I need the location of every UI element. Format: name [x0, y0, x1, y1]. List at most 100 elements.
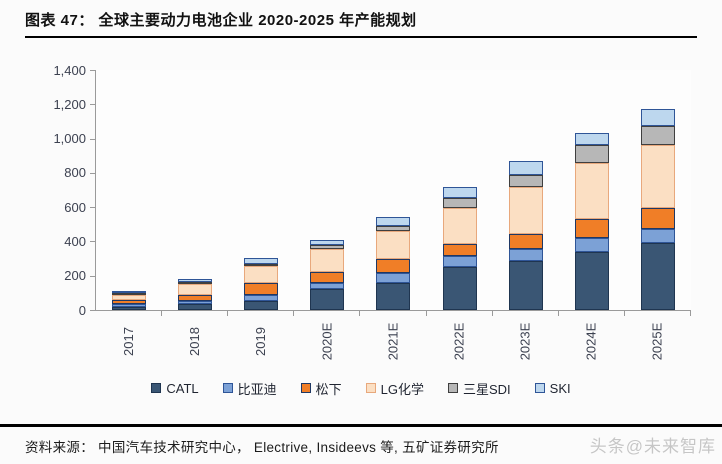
y-tick-label: 0: [78, 302, 86, 318]
bar-segment-CATL: [640, 243, 675, 310]
bar-segment-CATL: [442, 267, 477, 310]
y-tick-label: 1,200: [53, 96, 86, 112]
bar-segment-SKI: [442, 186, 477, 198]
bar-segment-比亚迪: [442, 256, 477, 268]
bar-segment-LG化学: [178, 284, 213, 295]
x-label-cell: 2018: [161, 314, 227, 370]
y-tick-mark: [90, 138, 95, 140]
category-cell-2017: [96, 70, 162, 310]
y-tick-label: 600: [64, 199, 86, 215]
bar-segment-LG化学: [640, 145, 675, 209]
legend-item-CATL: CATL: [151, 381, 199, 396]
legend-label: LG化学: [380, 381, 424, 397]
bar-segment-CATL: [178, 304, 213, 310]
x-tick-label: 2018: [186, 327, 202, 356]
chart-legend: CATL 比亚迪 松下 LG化学 三星SDI SKI: [0, 377, 722, 399]
bar-segment-LG化学: [244, 266, 279, 283]
y-tick-mark: [90, 207, 95, 209]
bar-segment-三星SDI: [244, 263, 279, 267]
bar-segment-LG化学: [508, 187, 543, 234]
bar-segment-比亚迪: [574, 238, 609, 252]
x-tick-mark: [161, 311, 163, 316]
bar-2025E: [640, 108, 675, 310]
legend-label: SKI: [549, 380, 571, 396]
category-cell-2023E: [493, 70, 559, 310]
watermark: 头条@未来智库: [589, 437, 716, 456]
bar-segment-LG化学: [376, 231, 411, 260]
x-tick-label: 2022E: [451, 322, 467, 361]
bar-segment-CATL: [508, 261, 543, 310]
x-tick-mark: [293, 311, 295, 316]
x-label-cell: 2021E: [359, 314, 425, 370]
legend-swatch: [151, 383, 162, 393]
bar-segment-松下: [640, 208, 675, 229]
bar-segment-松下: [376, 259, 411, 274]
y-tick-label: 800: [64, 165, 86, 181]
bar-segment-松下: [574, 219, 609, 239]
x-tick-label: 2024E: [583, 322, 599, 361]
bar-2017: [112, 291, 147, 310]
bar-segment-SKI: [508, 160, 543, 176]
y-tick-label: 1,400: [53, 62, 86, 78]
bar-2019: [244, 257, 279, 310]
bar-2024E: [574, 132, 609, 310]
bar-segment-CATL: [112, 306, 147, 310]
bar-segment-三星SDI: [178, 281, 213, 285]
category-cell-2020E: [294, 70, 360, 310]
bar-segment-比亚迪: [376, 273, 411, 283]
bar-segment-比亚迪: [310, 282, 345, 290]
legend-item-三星SDI: 三星SDI: [448, 379, 511, 398]
bar-segment-SKI: [310, 239, 345, 245]
legend-item-松下: 松下: [300, 379, 342, 398]
x-tick-mark: [227, 311, 229, 316]
category-cell-2024E: [559, 70, 625, 310]
bar-segment-松下: [442, 244, 477, 257]
category-cell-2025E: [625, 70, 691, 310]
bar-segment-比亚迪: [640, 228, 675, 244]
legend-label: 松下: [315, 381, 342, 397]
legend-swatch: [534, 383, 545, 393]
bar-segment-SKI: [178, 279, 213, 282]
x-label-cell: 2024E: [558, 314, 624, 370]
bar-2018: [178, 279, 213, 310]
x-tick-label: 2025E: [649, 322, 665, 361]
bar-segment-三星SDI: [112, 293, 147, 296]
y-tick-mark: [90, 104, 95, 106]
category-cell-2022E: [427, 70, 493, 310]
x-tick-label: 2017: [120, 327, 136, 356]
x-label-cell: 2023E: [492, 314, 558, 370]
bars-container: [96, 70, 691, 310]
x-tick-label: 2023E: [517, 322, 533, 361]
bar-2021E: [376, 216, 411, 310]
bar-segment-CATL: [244, 300, 279, 310]
x-tick-label: 2020E: [318, 322, 334, 361]
y-tick-label: 400: [64, 233, 86, 249]
bar-segment-SKI: [376, 216, 411, 227]
x-tick-mark: [425, 311, 427, 316]
bar-segment-SKI: [640, 108, 675, 126]
bar-segment-三星SDI: [640, 125, 675, 146]
bar-segment-比亚迪: [178, 301, 213, 304]
x-tick-mark: [359, 311, 361, 316]
category-cell-2018: [162, 70, 228, 310]
plot-area: [95, 70, 691, 311]
legend-swatch: [448, 383, 458, 393]
legend-label: 比亚迪: [237, 381, 277, 397]
y-tick-mark: [90, 310, 95, 311]
footer-rule: [0, 424, 722, 427]
stacked-bar-chart: 1,400 1,200 1,000 800 600 400 200 0 2017 2018 201…: [0, 44, 722, 374]
x-tick-label: 2019: [252, 327, 268, 356]
bar-segment-CATL: [310, 289, 345, 310]
bar-segment-LG化学: [310, 249, 345, 273]
legend-label: 三星SDI: [463, 381, 511, 397]
bar-2022E: [442, 186, 477, 310]
bar-segment-三星SDI: [310, 244, 345, 250]
x-tick-mark: [690, 311, 691, 316]
bar-segment-比亚迪: [112, 304, 147, 307]
title-underline: [25, 36, 697, 38]
category-cell-2021E: [360, 70, 426, 310]
x-label-cell: 2022E: [426, 314, 492, 370]
bar-segment-松下: [244, 282, 279, 296]
x-label-cell: 2017: [95, 314, 161, 370]
y-tick-mark: [90, 172, 95, 174]
